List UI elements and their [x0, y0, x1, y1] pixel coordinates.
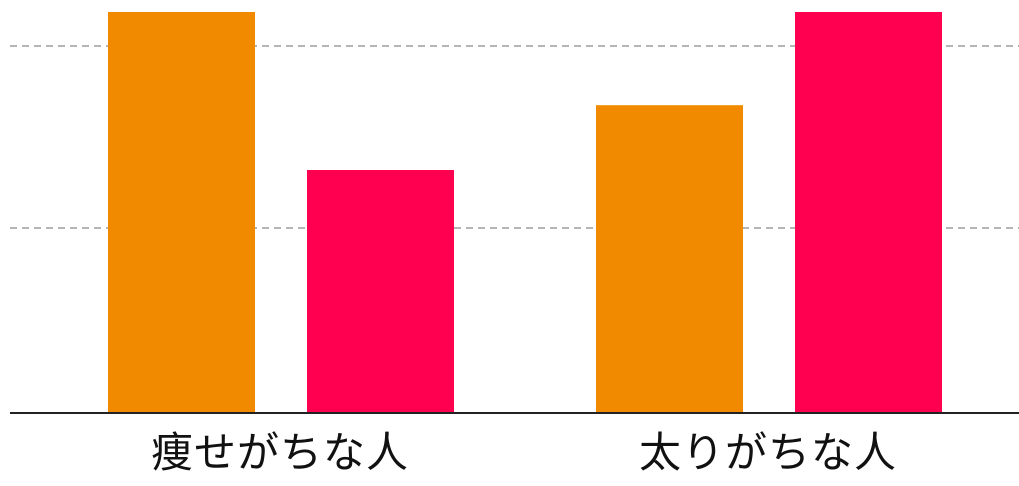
category-label-thin: 痩せがちな人 [150, 428, 409, 477]
bar-cat1-series0 [596, 105, 743, 412]
bar-cat0-series1 [307, 170, 454, 412]
category-label-heavy: 太りがちな人 [638, 428, 897, 477]
bar-cat0-series0 [108, 12, 255, 412]
bar-cat1-series1 [795, 12, 942, 412]
